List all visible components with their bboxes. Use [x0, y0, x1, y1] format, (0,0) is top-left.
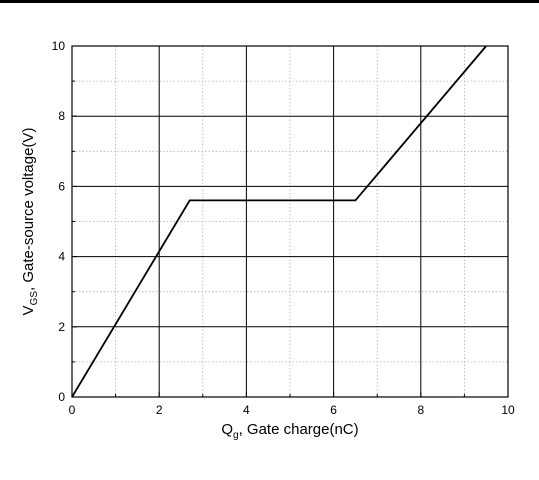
x-tick-label: 6 — [330, 403, 337, 417]
y-axis-title-main: V — [20, 305, 37, 315]
y-axis-title: VGS, Gate-source voltage(V) — [20, 128, 40, 316]
y-axis-title-sub: GS — [29, 291, 40, 306]
axis-ticks — [71, 45, 509, 398]
tick-labels: 0 2 4 6 8 10 0 2 4 6 8 10 — [52, 39, 515, 417]
x-tick-label: 2 — [156, 403, 163, 417]
y-tick-label: 4 — [58, 250, 65, 264]
x-tick-label: 10 — [501, 403, 515, 417]
x-tick-label: 4 — [243, 403, 250, 417]
y-tick-label: 6 — [58, 179, 65, 193]
x-axis-title-main: Q — [221, 421, 233, 438]
y-tick-label: 10 — [52, 39, 66, 53]
series-line — [71, 45, 487, 398]
x-axis-title-sub: g — [233, 430, 239, 441]
x-axis-title: Qg, Gate charge(nC) — [221, 421, 358, 441]
y-tick-label: 0 — [58, 390, 65, 404]
x-axis-title-rest: , Gate charge(nC) — [239, 421, 359, 438]
x-tick-label: 0 — [69, 403, 76, 417]
y-tick-label: 2 — [58, 320, 65, 334]
y-axis-title-rest: , Gate-source voltage(V) — [20, 128, 37, 291]
chart-grid — [72, 46, 508, 397]
y-tick-label: 8 — [58, 109, 65, 123]
series-layer — [71, 45, 487, 398]
x-tick-label: 8 — [417, 403, 424, 417]
top-border-rule — [0, 0, 539, 3]
